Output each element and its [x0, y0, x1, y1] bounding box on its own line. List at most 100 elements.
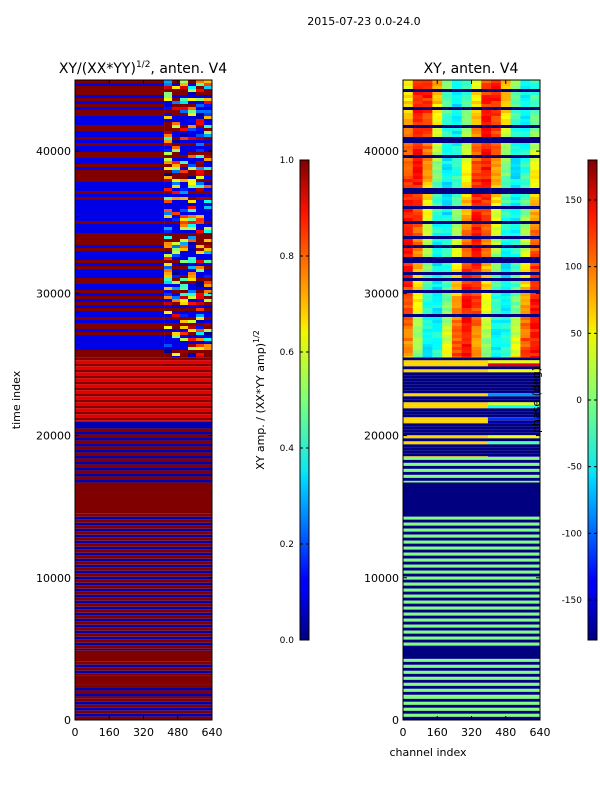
band-row: [403, 363, 540, 367]
band-cell: [461, 329, 472, 332]
band-cell: [164, 311, 173, 314]
band-row: [75, 353, 165, 356]
band-row: [403, 642, 540, 646]
band-cell: [500, 242, 512, 245]
band-cell: [500, 344, 512, 347]
band-cell: [164, 332, 173, 335]
band-row: [403, 278, 540, 281]
band-cell: [180, 248, 189, 251]
band-cell: [188, 137, 197, 140]
band-cell: [164, 188, 173, 191]
band-cell: [451, 158, 463, 161]
band-cell: [180, 305, 189, 308]
band-cell: [520, 344, 531, 347]
band-cell: [442, 317, 453, 320]
band-cell: [172, 248, 181, 251]
band-cell: [164, 239, 173, 242]
band-cell: [520, 266, 531, 269]
band-cell: [204, 167, 212, 170]
band-cell: [491, 311, 502, 314]
band-cell: [461, 161, 472, 164]
band-cell: [500, 302, 512, 305]
band-cell: [204, 308, 212, 311]
band-cell: [172, 116, 181, 119]
band-cell: [432, 176, 443, 179]
band-cell: [164, 134, 173, 137]
colorbar-tick-label: -50: [567, 463, 582, 473]
band-row: [75, 83, 165, 86]
band-cell: [500, 296, 512, 299]
band-row: [403, 540, 540, 544]
band-cell: [180, 350, 189, 353]
band-cell: [491, 170, 502, 173]
band-cell: [412, 218, 424, 221]
band-cell: [491, 143, 502, 146]
band-cell: [451, 167, 463, 170]
band-cell: [491, 179, 502, 182]
band-cell: [412, 152, 424, 155]
band-cell: [442, 350, 453, 353]
band-cell: [461, 311, 472, 314]
band-cell: [172, 86, 181, 89]
band-cell: [412, 197, 424, 200]
band-row: [403, 381, 540, 385]
band-row: [75, 80, 165, 83]
band-row: [75, 624, 212, 628]
band-row: [75, 573, 212, 577]
band-row: [75, 101, 165, 104]
band-cell: [500, 320, 512, 323]
band-cell: [491, 287, 502, 290]
band-cell: [422, 317, 433, 320]
band-row: [403, 366, 540, 370]
band-cell: [451, 185, 463, 188]
band-cell: [481, 95, 492, 98]
band-cell: [196, 320, 205, 323]
band-cell: [520, 218, 531, 221]
band-cell: [471, 167, 482, 170]
band-cell: [530, 230, 540, 233]
band-cell: [403, 185, 414, 188]
band-cell: [422, 281, 433, 284]
band-cell: [471, 296, 482, 299]
band-cell: [188, 179, 197, 182]
band-row: [75, 696, 212, 699]
band-cell: [180, 356, 189, 358]
band-cell: [412, 149, 424, 152]
band-cell: [432, 275, 443, 278]
x-tick-label: 0: [400, 726, 407, 739]
band-cell: [520, 254, 531, 257]
band-cell: [481, 203, 492, 206]
band-cell: [172, 341, 181, 344]
band-cell: [204, 218, 212, 221]
band-cell: [196, 170, 205, 173]
band-cell: [164, 281, 173, 284]
band-cell: [481, 323, 492, 326]
band-cell: [196, 104, 205, 107]
band-cell: [172, 278, 181, 281]
band-cell: [164, 347, 173, 350]
band-cell: [510, 152, 521, 155]
band-cell: [520, 101, 531, 104]
band-cell: [196, 113, 205, 116]
band-cell: [432, 329, 443, 332]
band-cell: [471, 251, 482, 254]
band-cell: [442, 251, 453, 254]
x-tick-label: 160: [427, 726, 448, 739]
band-cell: [520, 281, 531, 284]
band-cell: [510, 203, 521, 206]
band-cell: [422, 167, 433, 170]
band-cell: [481, 227, 492, 230]
band-cell: [520, 332, 531, 335]
band-cell: [481, 101, 492, 104]
band-cell: [510, 92, 521, 95]
band-cell: [196, 143, 205, 146]
band-cell: [500, 353, 512, 356]
band-cell: [180, 281, 189, 284]
band-cell: [530, 218, 540, 221]
band-cell: [188, 149, 197, 152]
band-cell: [164, 146, 173, 149]
band-row: [403, 695, 540, 699]
band-cell: [188, 101, 197, 104]
band-cell: [196, 257, 205, 260]
band-cell: [188, 281, 197, 284]
